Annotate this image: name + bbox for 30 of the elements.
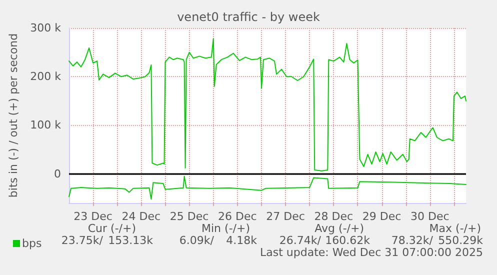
- text: Avg (-/+): [314, 222, 364, 235]
- y-tick-label: 100 k: [30, 118, 62, 132]
- line-series: [68, 38, 466, 172]
- y-tick-label: 0: [54, 167, 61, 180]
- text: Min (-/+): [202, 222, 250, 235]
- x-tick-label: 27 Dec: [266, 210, 305, 223]
- text: Max (-/+): [429, 222, 482, 235]
- x-tick-label: 24 Dec: [122, 210, 161, 223]
- text: 153.13k: [108, 234, 154, 247]
- text: 550.29k: [438, 234, 484, 247]
- x-tick-label: 26 Dec: [218, 210, 257, 223]
- x-tick-label: 25 Dec: [170, 210, 209, 223]
- x-tick-label: 29 Dec: [362, 210, 402, 223]
- text: Last update: Wed Dec 31 07:00:00 2025: [260, 246, 484, 259]
- y-axis-title: bits in (-) / out (+) per second: [7, 33, 20, 198]
- line-series: [68, 176, 466, 200]
- x-tick-label: 28 Dec: [314, 210, 354, 223]
- text: 6.09k/: [179, 234, 214, 247]
- chart-title: venet0 traffic - by week: [177, 10, 320, 24]
- legend-label: bps: [22, 237, 42, 250]
- y-tick-label: 200 k: [30, 70, 62, 84]
- text: 78.32k/: [391, 234, 434, 247]
- text: Cur (-/+): [88, 222, 136, 235]
- text: 4.18k: [226, 234, 258, 247]
- y-tick-label: 300 k: [30, 22, 62, 34]
- x-tick-label: 30 Dec: [410, 210, 450, 223]
- text: 23.75k/: [61, 234, 104, 247]
- x-tick-label: 23 Dec: [74, 210, 112, 223]
- text: 26.74k/: [279, 234, 322, 247]
- text: 160.62k: [325, 234, 371, 247]
